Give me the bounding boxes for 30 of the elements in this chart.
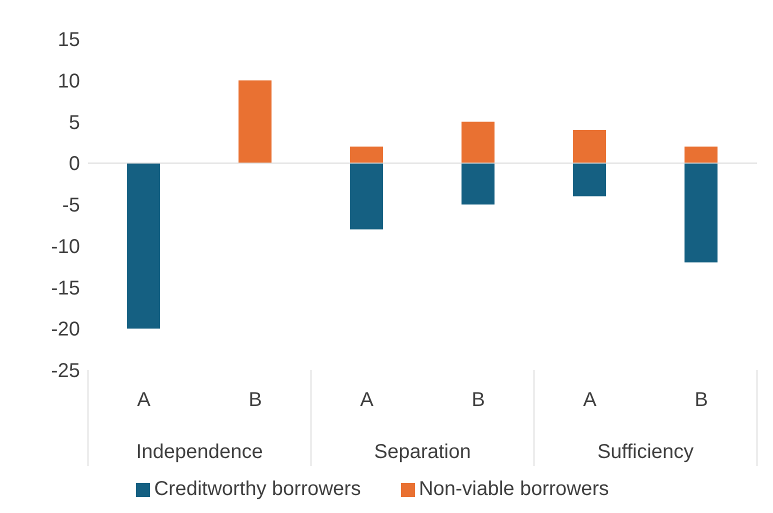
y-tick-label: -25 [51,360,80,382]
bar [462,122,495,164]
legend-label: Creditworthy borrowers [154,478,361,500]
bar [350,146,384,164]
y-tick-label: -5 [62,194,80,217]
bar [350,163,384,230]
y-tick-label: -20 [51,318,80,341]
y-tick-label: 0 [68,153,80,176]
x-tick-label: B [248,389,262,411]
y-tick-label: 5 [68,112,80,134]
text: Independence [136,441,263,463]
bar [573,130,606,164]
x-tick-label: B [472,389,485,411]
bar [238,80,272,164]
legend-label: Non-viable borrowers [418,478,609,500]
x-tick-label: A [583,389,598,411]
x-tick-label: A [137,389,152,411]
text: Sufficiency [597,441,694,463]
y-tick-label: -10 [51,236,80,258]
y-tick-label: -15 [51,277,80,300]
y-tick-label: 10 [58,70,80,92]
bar [573,163,606,196]
bar [684,163,718,262]
bar [462,163,495,204]
bar [684,146,718,164]
y-tick-label: 15 [58,29,80,52]
text: Separation [374,441,471,463]
x-tick-label: B [694,389,708,411]
x-tick-label: A [360,389,374,411]
bar [127,163,160,329]
